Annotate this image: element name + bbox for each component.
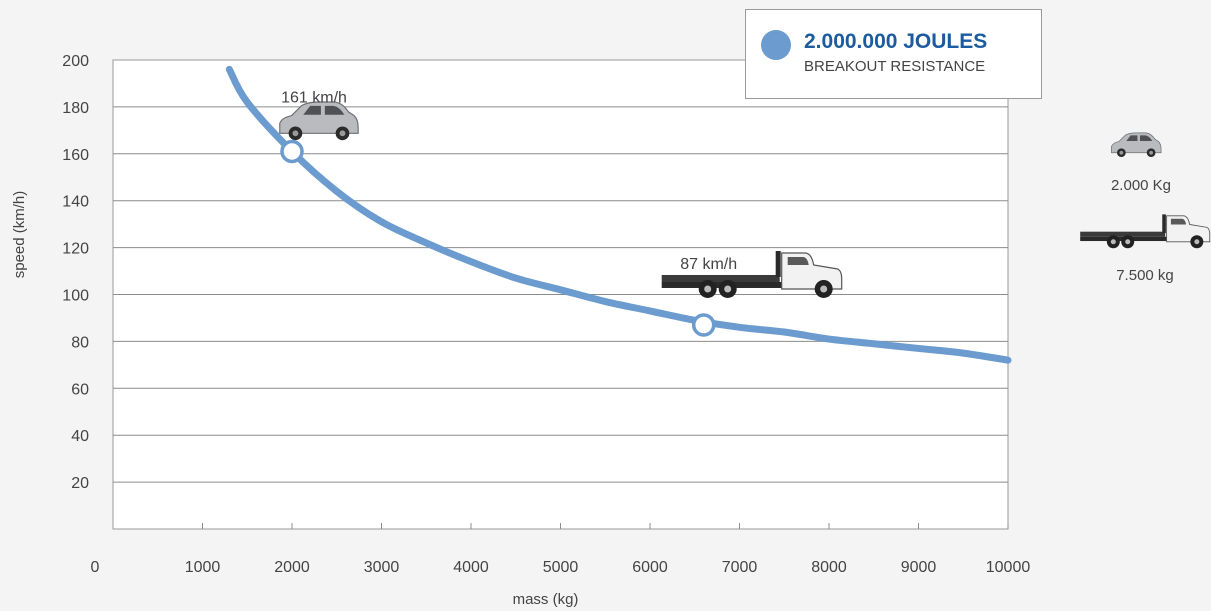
y-tick-label: 80 bbox=[71, 334, 89, 351]
car-window bbox=[324, 105, 345, 115]
y-axis-title: speed (km/h) bbox=[11, 191, 28, 279]
x-tick-label: 2000 bbox=[274, 559, 310, 576]
side-key-label: 2.000 Kg bbox=[1111, 177, 1171, 194]
x-tick-label: 1000 bbox=[185, 559, 221, 576]
y-tick-label: 40 bbox=[71, 428, 89, 445]
marker-label: 161 km/h bbox=[281, 89, 347, 106]
truck-hub bbox=[1194, 239, 1200, 245]
x-origin-label: 0 bbox=[91, 559, 100, 576]
truck-hub bbox=[724, 285, 732, 293]
x-tick-label: 4000 bbox=[453, 559, 489, 576]
y-tick-label: 140 bbox=[62, 194, 89, 211]
car-window bbox=[1126, 135, 1138, 141]
data-marker bbox=[691, 313, 716, 337]
car-hub bbox=[1119, 150, 1124, 155]
y-tick-label: 60 bbox=[71, 381, 89, 398]
flatbed-truck-icon bbox=[661, 250, 843, 298]
y-tick-label: 180 bbox=[62, 100, 89, 117]
car-hub bbox=[339, 130, 346, 137]
car-hub bbox=[292, 130, 299, 137]
truck-window bbox=[1170, 218, 1187, 225]
legend-title: 2.000.000 JOULES bbox=[804, 30, 988, 53]
y-tick-label: 100 bbox=[62, 288, 89, 305]
x-tick-label: 3000 bbox=[364, 559, 400, 576]
x-tick-label: 8000 bbox=[811, 559, 847, 576]
x-tick-label: 9000 bbox=[901, 559, 937, 576]
truck-bed bbox=[1080, 231, 1166, 237]
car-hub bbox=[1149, 150, 1153, 155]
car-window bbox=[303, 105, 321, 115]
x-tick-label: 10000 bbox=[986, 559, 1031, 576]
marker-label: 87 km/h bbox=[680, 256, 737, 273]
legend-subtitle: BREAKOUT RESISTANCE bbox=[804, 58, 986, 75]
x-tick-label: 5000 bbox=[543, 559, 579, 576]
truck-hub bbox=[1110, 239, 1116, 245]
truck-window bbox=[787, 256, 809, 265]
truck-headboard bbox=[1162, 214, 1166, 234]
truck-headboard bbox=[775, 250, 781, 277]
x-tick-label: 7000 bbox=[722, 559, 758, 576]
x-tick-label: 6000 bbox=[632, 559, 668, 576]
y-tick-label: 120 bbox=[62, 241, 89, 258]
series-line-0 bbox=[225, 65, 1012, 364]
truck-hub bbox=[1125, 239, 1131, 245]
car-icon bbox=[279, 101, 359, 141]
truck-hub bbox=[704, 285, 712, 293]
side-key-label: 7.500 kg bbox=[1116, 267, 1174, 284]
legend: 2.000.000 JOULES BREAKOUT RESISTANCE bbox=[745, 9, 1042, 99]
x-axis-title: mass (kg) bbox=[513, 591, 579, 608]
side-key-truck-icon bbox=[1080, 214, 1211, 249]
truck-hub bbox=[820, 285, 828, 293]
y-tick-label: 200 bbox=[62, 53, 89, 70]
car-window bbox=[1139, 135, 1153, 141]
truck-bed bbox=[661, 274, 780, 282]
data-marker bbox=[280, 139, 304, 164]
y-tick-label: 20 bbox=[71, 475, 89, 492]
legend-swatch bbox=[761, 30, 791, 60]
y-tick-label: 160 bbox=[62, 147, 89, 164]
side-key-car-icon bbox=[1111, 132, 1162, 158]
